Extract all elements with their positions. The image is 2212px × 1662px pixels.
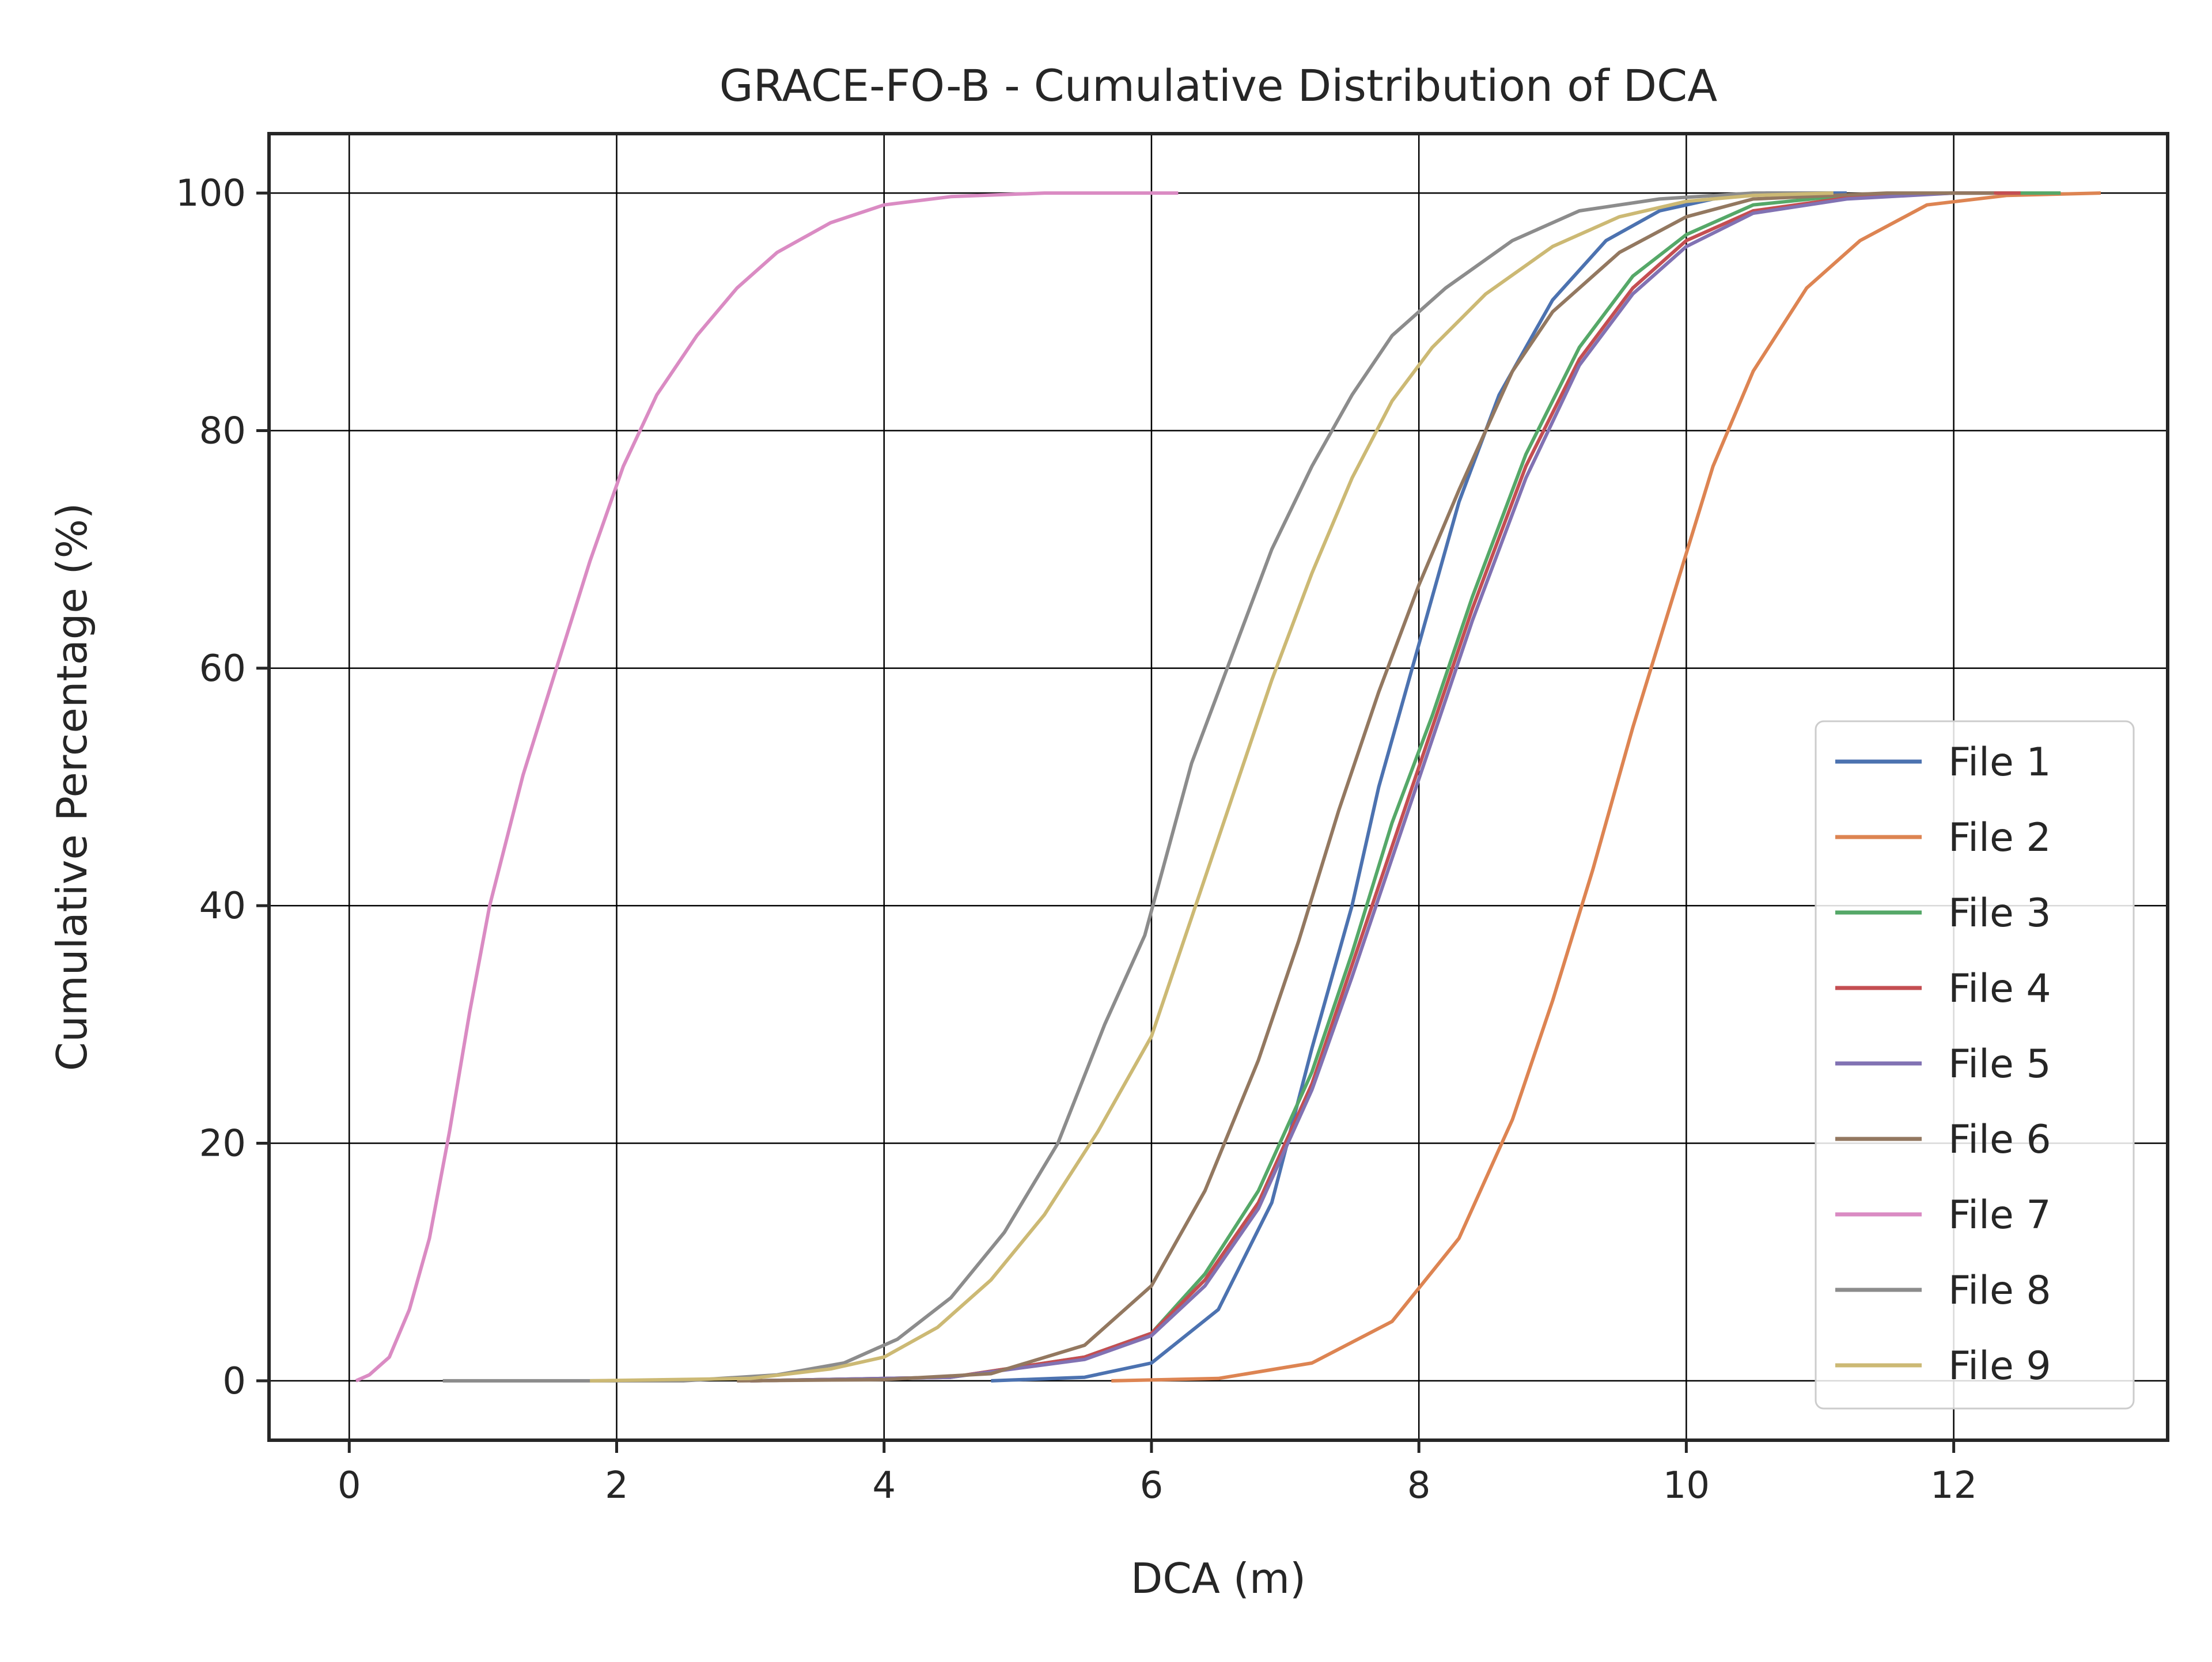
legend-label: File 8 (1948, 1268, 2051, 1313)
series-line-file-8 (442, 191, 1834, 1383)
legend-label: File 5 (1948, 1042, 2051, 1087)
x-tick-label: 2 (605, 1464, 628, 1507)
series-line-file-1 (991, 191, 1847, 1383)
x-tick-label: 0 (338, 1464, 361, 1507)
series-lines (355, 191, 2101, 1383)
y-tick-label: 80 (199, 410, 246, 452)
x-axis-title: DCA (m) (1131, 1554, 1306, 1603)
plot-frame (267, 132, 2169, 1442)
legend-label: File 4 (1948, 966, 2051, 1012)
legend-label: File 7 (1948, 1192, 2051, 1238)
legend-label: File 2 (1948, 815, 2051, 861)
series-line-file-2 (1111, 191, 2101, 1383)
y-tick-label: 60 (199, 648, 246, 690)
x-tick-label: 12 (1930, 1464, 1977, 1507)
tick-labels: 0 2 4 6 8 10 12 0 20 40 60 80 100 (176, 172, 1977, 1507)
y-axis-title: Cumulative Percentage (%) (48, 503, 96, 1071)
y-tick-label: 0 (222, 1360, 246, 1403)
x-tick-label: 4 (872, 1464, 896, 1507)
legend-label: File 9 (1948, 1343, 2051, 1389)
series-line-file-6 (737, 191, 1994, 1383)
legend-label: File 6 (1948, 1117, 2051, 1163)
x-tick-label: 8 (1407, 1464, 1431, 1507)
chart-title: GRACE-FO-B - Cumulative Distribution of … (719, 60, 1718, 111)
legend-label: File 3 (1948, 891, 2051, 936)
y-tick-label: 40 (199, 885, 246, 927)
series-line-file-7 (355, 191, 1179, 1383)
tick-marks (256, 191, 1956, 1453)
series-line-file-4 (750, 191, 2021, 1383)
legend: File 1 File 2 File 3 File 4 File 5 File 6 File… (1815, 720, 2135, 1410)
x-tick-label: 10 (1663, 1464, 1710, 1507)
series-line-file-9 (590, 191, 1834, 1383)
x-tick-label: 6 (1140, 1464, 1164, 1507)
legend-box (1815, 720, 2135, 1410)
y-tick-label: 100 (176, 172, 246, 215)
y-tick-label: 20 (199, 1123, 246, 1165)
legend-label: File 1 (1948, 740, 2051, 785)
series-line-file-5 (750, 191, 1994, 1383)
